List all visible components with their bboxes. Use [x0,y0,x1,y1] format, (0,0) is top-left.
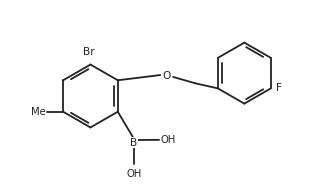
Text: F: F [276,83,282,93]
Text: Br: Br [83,47,95,57]
Text: O: O [163,71,171,81]
Text: Me: Me [31,107,45,117]
Text: B: B [130,138,137,148]
Text: OH: OH [160,135,175,145]
Text: OH: OH [126,169,141,179]
